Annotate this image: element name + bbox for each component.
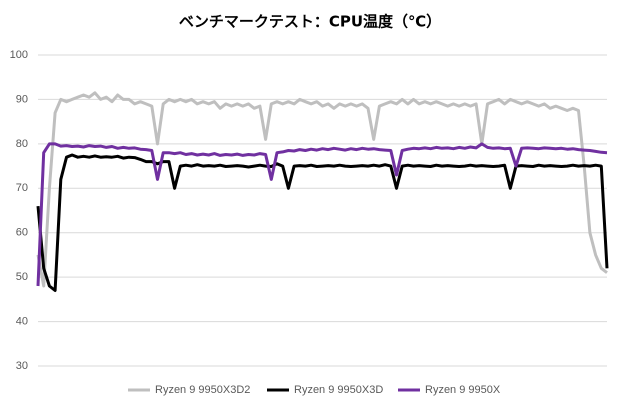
legend-label: Ryzen 9 9950X3D	[294, 384, 383, 396]
y-tick-label: 100	[10, 49, 28, 61]
legend-label: Ryzen 9 9950X	[425, 384, 501, 396]
chart-title: ベンチマークテスト：CPU温度（℃）	[179, 13, 441, 31]
y-tick-label: 90	[16, 93, 28, 105]
y-tick-label: 80	[16, 138, 28, 150]
y-tick-label: 40	[16, 315, 28, 327]
y-tick-label: 50	[16, 271, 28, 283]
series-line	[36, 91, 608, 288]
series-line	[36, 153, 609, 292]
series-line	[36, 142, 608, 287]
y-tick-label: 30	[16, 360, 28, 372]
y-tick-label: 70	[16, 182, 28, 194]
y-tick-label: 60	[16, 227, 28, 239]
legend-label: Ryzen 9 9950X3D2	[155, 384, 250, 396]
